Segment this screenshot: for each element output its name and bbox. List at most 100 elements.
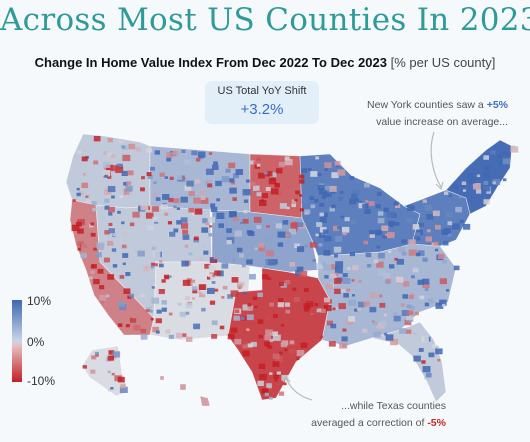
county-cell [180, 196, 188, 203]
county-cell [166, 152, 174, 158]
county-cell [304, 244, 309, 248]
county-cell [443, 191, 449, 195]
county-cell [406, 304, 412, 309]
county-cell [185, 296, 190, 301]
county-cell [490, 188, 494, 192]
county-cell [200, 197, 209, 204]
county-cell [339, 191, 344, 194]
county-cell [301, 198, 308, 204]
county-cell [111, 372, 115, 376]
county-cell [410, 293, 415, 297]
county-cell [364, 208, 371, 214]
county-cell [119, 195, 123, 199]
county-cell [181, 149, 186, 153]
county-cell [150, 166, 155, 171]
county-cell [123, 288, 131, 294]
county-cell [226, 228, 232, 233]
county-cell [289, 348, 296, 354]
county-cell [406, 217, 413, 223]
county-cell [112, 264, 118, 268]
county-cell [467, 177, 476, 184]
county-cell [140, 187, 145, 192]
county-cell [437, 253, 445, 259]
county-cell [103, 151, 109, 155]
county-cell [424, 302, 430, 307]
county-cell [459, 219, 464, 224]
county-cell [168, 312, 173, 316]
county-cell [432, 344, 437, 348]
county-cell [280, 324, 285, 327]
county-cell [278, 391, 285, 396]
county-cell [483, 199, 490, 205]
county-cell [116, 163, 123, 169]
county-cell [381, 236, 389, 243]
county-cell [210, 257, 215, 262]
county-cell [228, 211, 237, 218]
county-cell [261, 193, 269, 199]
county-cell [324, 305, 332, 312]
county-cell [82, 173, 86, 176]
county-cell [182, 333, 187, 337]
county-cell [121, 145, 126, 149]
county-cell [324, 162, 332, 169]
map-subtitle: Change In Home Value Index From Dec 2022… [0, 55, 530, 70]
county-cell [412, 224, 420, 230]
county-cell [209, 225, 213, 228]
county-cell [249, 274, 256, 280]
county-cell [71, 224, 80, 232]
county-cell [264, 234, 273, 241]
county-cell [104, 174, 108, 178]
county-cell [209, 300, 216, 305]
county-cell [107, 186, 116, 193]
county-cell [257, 292, 263, 297]
county-cell [339, 342, 348, 349]
ny-note-line1: New York counties saw a [367, 99, 484, 111]
county-cell [413, 355, 421, 362]
county-cell [330, 273, 337, 279]
county-cell [252, 296, 258, 301]
county-cell [240, 316, 245, 320]
county-cell [115, 166, 124, 173]
county-cell [240, 221, 243, 224]
county-cell [410, 306, 415, 310]
county-cell [159, 172, 165, 177]
county-cell [277, 302, 284, 308]
county-cell [81, 156, 88, 162]
county-cell [510, 146, 519, 153]
county-cell [184, 244, 189, 248]
county-cell [108, 212, 113, 216]
county-cell [216, 198, 220, 202]
county-cell [100, 150, 104, 153]
county-cell [342, 277, 351, 284]
county-cell [299, 179, 305, 184]
county-cell [318, 188, 327, 195]
county-cell [402, 294, 409, 299]
county-cell [204, 180, 212, 186]
county-cell [318, 243, 323, 247]
county-cell [490, 150, 496, 155]
county-cell [169, 231, 176, 237]
county-cell [299, 174, 305, 179]
county-cell [334, 288, 341, 294]
county-cell [428, 352, 435, 358]
county-cell [86, 199, 91, 203]
county-cell [437, 370, 441, 373]
county-cell [386, 211, 395, 218]
county-cell [314, 303, 319, 307]
county-cell [177, 302, 182, 306]
county-cell [151, 246, 156, 250]
county-cell [229, 187, 237, 194]
county-cell [382, 235, 387, 239]
county-cell [268, 259, 276, 266]
county-cell [256, 163, 261, 167]
county-cell [226, 240, 232, 245]
county-cell [182, 279, 191, 286]
county-cell [373, 321, 378, 326]
county-cell [373, 259, 379, 264]
county-cell [151, 262, 155, 266]
county-cell [357, 301, 365, 308]
county-cell [377, 211, 384, 216]
county-cell [194, 179, 201, 184]
county-cell [264, 341, 270, 347]
county-cell [373, 331, 381, 338]
